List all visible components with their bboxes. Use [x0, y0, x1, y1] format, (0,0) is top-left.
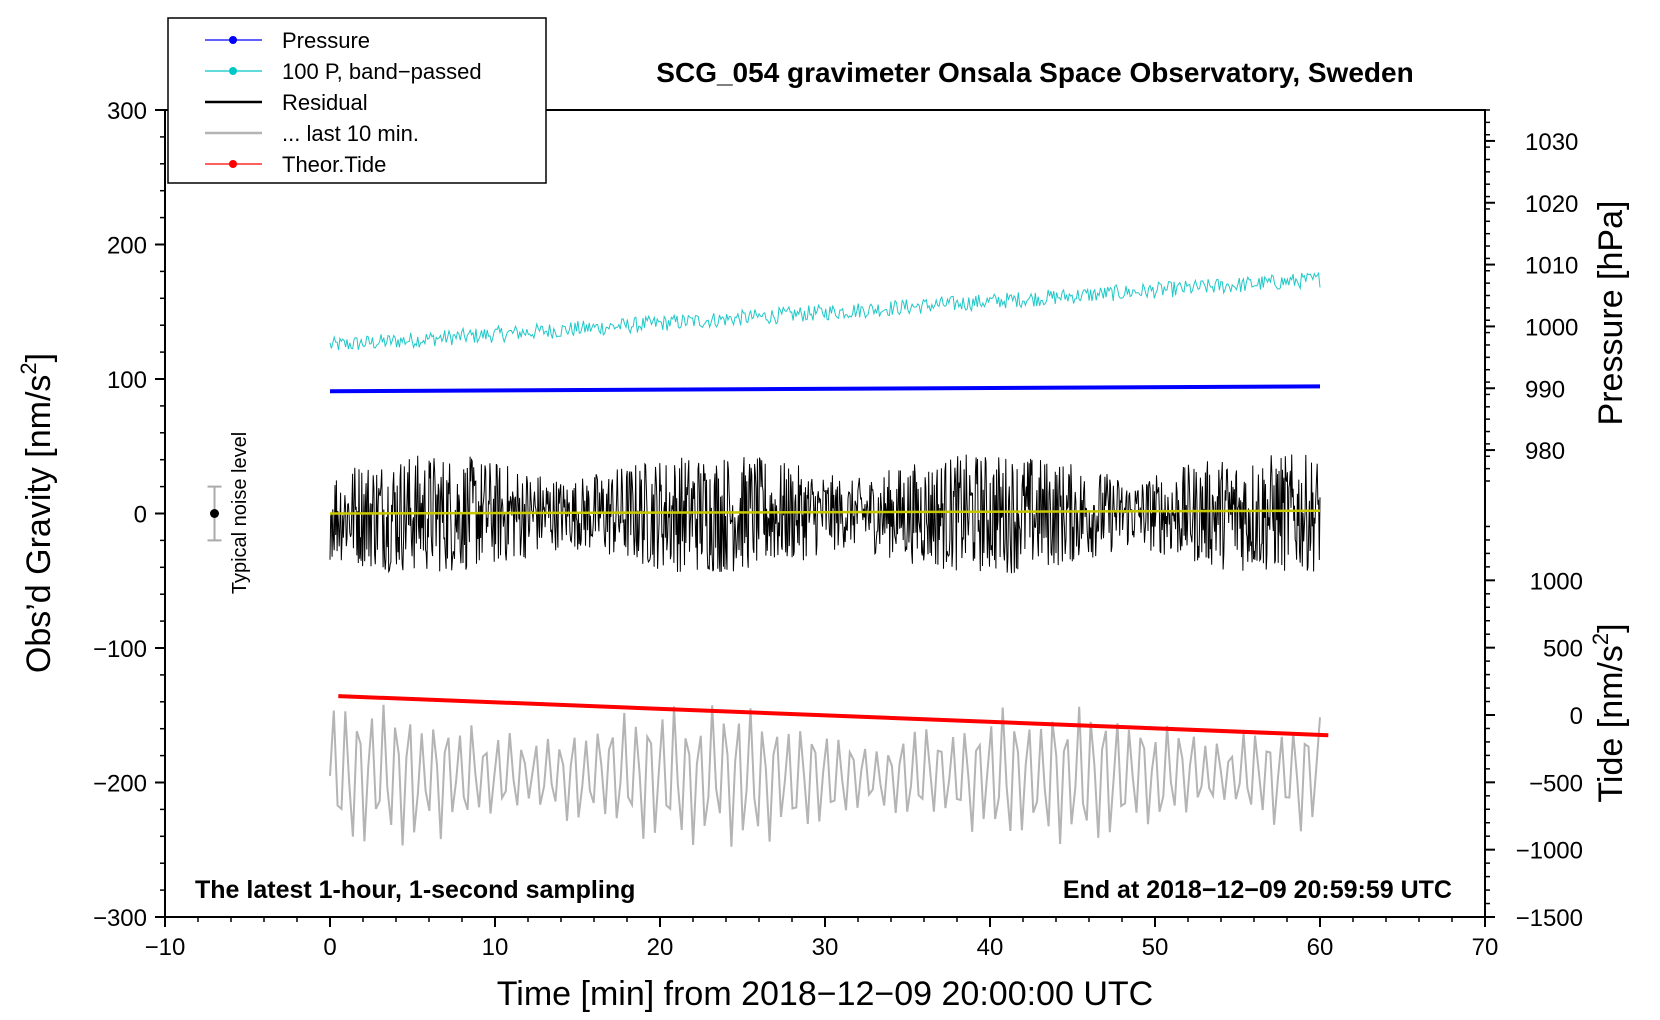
y-left-tick-label: 0 — [134, 502, 147, 529]
series-line-1 — [329, 271, 1321, 351]
legend-label-4: Theor.Tide — [282, 152, 386, 177]
legend-box — [167, 17, 547, 184]
y-left-tick-label: −200 — [93, 771, 147, 798]
tide-tick-label: −1500 — [1516, 905, 1583, 932]
series-layer — [329, 271, 1329, 847]
x-tick-label: −10 — [145, 934, 186, 961]
pressure-tick-label: 1020 — [1525, 191, 1578, 218]
series-line-5 — [338, 694, 1329, 738]
y-axis-pressure-title: Pressure [hPa] — [1592, 201, 1630, 426]
noise-point — [210, 509, 219, 518]
pressure-tick-label: 980 — [1525, 438, 1565, 465]
legend-marker-1 — [229, 67, 237, 75]
y-axis-tide-title: Tide [nm/s2] — [1588, 623, 1630, 802]
legend-marker-0 — [229, 36, 237, 44]
legend: Pressure 100 P, band−passed Residual ... la… — [205, 28, 482, 177]
y-axis-left-title-end: ] — [20, 353, 58, 362]
y-axis-tide-title-end: ] — [1592, 623, 1630, 632]
y-axis-tide-title-main: Tide [nm/s — [1592, 645, 1630, 802]
pressure-tick-label: 990 — [1525, 376, 1565, 403]
legend-label-1: 100 P, band−passed — [282, 59, 482, 84]
series-line-0 — [329, 384, 1321, 394]
noise-level-indicator — [207, 485, 222, 542]
tide-tick-label: 0 — [1570, 703, 1583, 730]
series-line-3 — [329, 509, 1321, 515]
pressure-tick-label: 1010 — [1525, 253, 1578, 280]
y-left-tick-label: −100 — [93, 636, 147, 663]
legend-marker-4 — [229, 160, 237, 168]
x-tick-label: 70 — [1472, 934, 1499, 961]
x-axis-title: Time [min] from 2018−12−09 20:00:00 UTC — [497, 975, 1153, 1013]
x-tick-label: 40 — [977, 934, 1004, 961]
tide-tick-label: −500 — [1529, 770, 1583, 797]
ticks-layer: −10 0 10 20 30 40 50 60 703002001000−100−200−300… — [93, 98, 1583, 961]
y-axis-left-title-main: Obs’d Gravity [nm/s — [20, 375, 58, 674]
y-left-tick-label: 300 — [107, 98, 147, 125]
chart-title: SCG_054 gravimeter Onsala Space Observat… — [656, 57, 1413, 88]
noise-level-label: Typical noise level — [229, 432, 251, 594]
series-line-2 — [329, 454, 1321, 574]
pressure-tick-label: 1030 — [1525, 129, 1578, 156]
tide-tick-label: 500 — [1543, 636, 1583, 663]
x-tick-label: 50 — [1142, 934, 1169, 961]
y-axis-left-title-sup: 2 — [16, 362, 41, 374]
series-line-4 — [329, 704, 1321, 847]
tide-tick-label: −1000 — [1516, 838, 1583, 865]
x-tick-label: 0 — [323, 934, 336, 961]
legend-label-0: Pressure — [282, 28, 370, 53]
y-axis-tide-title-sup: 2 — [1588, 633, 1613, 645]
bottom-left-note: The latest 1-hour, 1-second sampling — [195, 876, 635, 904]
legend-label-3: ... last 10 min. — [282, 121, 419, 146]
x-tick-label: 60 — [1307, 934, 1334, 961]
x-tick-label: 10 — [482, 934, 509, 961]
bottom-right-note: End at 2018−12−09 20:59:59 UTC — [1063, 876, 1452, 904]
tide-tick-label: 1000 — [1530, 568, 1583, 595]
y-axis-left-title: Obs’d Gravity [nm/s2] — [16, 353, 58, 673]
y-left-tick-label: 100 — [107, 367, 147, 394]
x-tick-label: 20 — [647, 934, 674, 961]
pressure-tick-label: 1000 — [1525, 314, 1578, 341]
y-left-tick-label: 200 — [107, 233, 147, 260]
x-tick-label: 30 — [812, 934, 839, 961]
legend-label-2: Residual — [282, 90, 368, 115]
y-left-tick-label: −300 — [93, 905, 147, 932]
